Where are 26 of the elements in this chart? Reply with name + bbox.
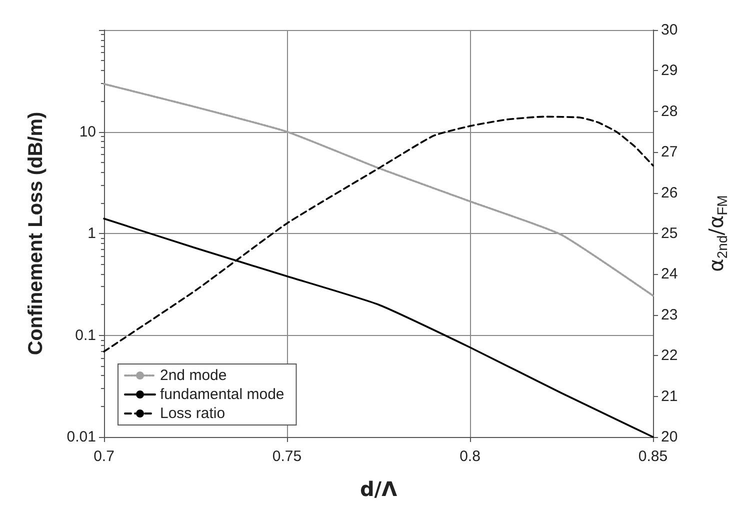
- x-tick-label: 0.7: [94, 448, 114, 465]
- y2-tick-label: 23: [661, 306, 678, 324]
- y-tick-label: 0.01: [66, 428, 96, 446]
- y2-tick-label: 20: [661, 428, 678, 446]
- y2-tick-label: 25: [661, 225, 678, 242]
- y2-tick-label: 27: [661, 144, 678, 161]
- x-tick-label: 0.8: [460, 448, 480, 465]
- y2-tick-label: 22: [661, 347, 678, 364]
- y-tick-label: 10: [79, 123, 96, 140]
- x-tick-label: 0.75: [272, 448, 302, 465]
- y2-tick-label: 28: [661, 102, 678, 120]
- y2-tick-label: 24: [661, 266, 678, 283]
- y-tick-label: 1: [88, 225, 96, 242]
- y2-tick-label: 21: [661, 388, 678, 405]
- x-tick-label: 0.85: [638, 448, 668, 465]
- line-series: [103, 82, 654, 297]
- legend-label: 2nd mode: [160, 367, 227, 384]
- y2-tick-label: 26: [661, 184, 678, 202]
- y-axis-title: Confinement Loss (dB/m): [25, 112, 47, 356]
- y-tick-label: 0.1: [75, 326, 96, 344]
- y2-tick-label: 30: [661, 22, 678, 38]
- y2-tick-label: 29: [661, 62, 678, 80]
- x-axis-title: d/Λ: [360, 477, 398, 501]
- y2-axis-title: α2nd/αFM: [704, 195, 730, 272]
- legend-label: fundamental mode: [160, 386, 284, 403]
- legend-label: Loss ratio: [160, 405, 226, 422]
